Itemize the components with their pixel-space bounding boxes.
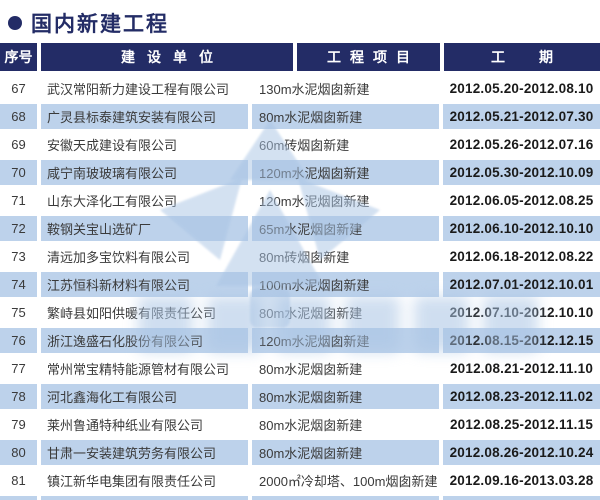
sliver-cell — [443, 496, 600, 500]
header-cell-company: 建设单位 — [41, 43, 293, 71]
cell-company: 清远加多宝饮料有限公司 — [41, 244, 248, 269]
cell-period: 2012.08.21-2012.11.10 — [443, 356, 600, 381]
cell-company: 武汉常阳新力建设工程有限公司 — [41, 76, 248, 101]
table-row: 72 鞍钢关宝山选矿厂 65m水泥烟囱新建 2012.06.10-2012.10.10 — [0, 216, 600, 241]
table-row: 69 安徽天成建设有限公司 60m砖烟囱新建 2012.05.26-2012.07.1… — [0, 132, 600, 157]
cell-no: 73 — [0, 244, 37, 269]
cell-project: 60m砖烟囱新建 — [252, 132, 439, 157]
cell-company: 鞍钢关宝山选矿厂 — [41, 216, 248, 241]
table-row: 80 甘肃一安装建筑劳务有限公司 80m水泥烟囱新建 2012.08.26-2012.… — [0, 440, 600, 465]
cell-no: 77 — [0, 356, 37, 381]
cell-period: 2012.05.21-2012.07.30 — [443, 104, 600, 129]
cell-no: 69 — [0, 132, 37, 157]
cell-project: 80m砖烟囱新建 — [252, 244, 439, 269]
cell-period: 2012.06.05-2012.08.25 — [443, 188, 600, 213]
cell-project: 120m水泥烟囱新建 — [252, 328, 439, 353]
cell-company: 浙江逸盛石化股份有限公司 — [41, 328, 248, 353]
cell-company: 莱州鲁通特种纸业有限公司 — [41, 412, 248, 437]
header-label-period: 工期 — [491, 49, 587, 65]
table-row: 81 镇江新华电集团有限责任公司 2000㎡冷却塔、100m烟囱新建 2012.09.… — [0, 468, 600, 493]
cell-period: 2012.06.18-2012.08.22 — [443, 244, 600, 269]
cell-project: 65m水泥烟囱新建 — [252, 216, 439, 241]
table-row: 79 莱州鲁通特种纸业有限公司 80m水泥烟囱新建 2012.08.25-2012.1… — [0, 412, 600, 437]
table-row: 68 广灵县标泰建筑安装有限公司 80m水泥烟囱新建 2012.05.21-2012.… — [0, 104, 600, 129]
cell-period: 2012.09.16-2013.03.28 — [443, 468, 600, 493]
table-row: 67 武汉常阳新力建设工程有限公司 130m水泥烟囱新建 2012.05.20-201… — [0, 76, 600, 101]
sliver-cell — [41, 496, 248, 500]
cell-no: 75 — [0, 300, 37, 325]
table-row: 75 繁峙县如阳供暖有限责任公司 80m水泥烟囱新建 2012.07.10-2012.… — [0, 300, 600, 325]
cell-project: 100m水泥烟囱新建 — [252, 272, 439, 297]
cell-project: 120m水泥烟囱新建 — [252, 188, 439, 213]
cell-period: 2012.07.10-2012.10.10 — [443, 300, 600, 325]
cell-period: 2012.05.26-2012.07.16 — [443, 132, 600, 157]
cell-company: 山东大泽化工有限公司 — [41, 188, 248, 213]
cell-no: 79 — [0, 412, 37, 437]
cell-company: 繁峙县如阳供暖有限责任公司 — [41, 300, 248, 325]
header-label-no: 序号 — [4, 49, 33, 65]
cell-project: 80m水泥烟囱新建 — [252, 384, 439, 409]
header-cell-no: 序号 — [0, 43, 37, 71]
cell-project: 80m水泥烟囱新建 — [252, 412, 439, 437]
cell-period: 2012.08.23-2012.11.02 — [443, 384, 600, 409]
cell-project: 130m水泥烟囱新建 — [252, 76, 439, 101]
cell-no: 72 — [0, 216, 37, 241]
cell-project: 120m水泥烟囱新建 — [252, 160, 439, 185]
table-row: 71 山东大泽化工有限公司 120m水泥烟囱新建 2012.06.05-2012.08… — [0, 188, 600, 213]
cell-period: 2012.06.10-2012.10.10 — [443, 216, 600, 241]
header-cell-project: 工程项目 — [297, 43, 440, 71]
cell-project: 2000㎡冷却塔、100m烟囱新建 — [252, 468, 439, 493]
cell-project: 80m水泥烟囱新建 — [252, 300, 439, 325]
cell-project: 80m水泥烟囱新建 — [252, 440, 439, 465]
cell-no: 67 — [0, 76, 37, 101]
next-row-sliver — [0, 496, 600, 500]
cell-company: 广灵县标泰建筑安装有限公司 — [41, 104, 248, 129]
cell-no: 68 — [0, 104, 37, 129]
cell-company: 镇江新华电集团有限责任公司 — [41, 468, 248, 493]
cell-no: 71 — [0, 188, 37, 213]
header-label-company: 建设单位 — [121, 49, 225, 65]
bullet-icon — [8, 16, 22, 30]
cell-period: 2012.07.01-2012.10.01 — [443, 272, 600, 297]
cell-no: 78 — [0, 384, 37, 409]
table-row: 77 常州常宝精特能源管材有限公司 80m水泥烟囱新建 2012.08.21-2012… — [0, 356, 600, 381]
cell-period: 2012.08.15-2012.12.15 — [443, 328, 600, 353]
cell-no: 76 — [0, 328, 37, 353]
header-cell-period: 工期 — [444, 43, 600, 71]
cell-no: 70 — [0, 160, 37, 185]
page-title: 国内新建工程 — [31, 13, 169, 36]
table-row: 78 河北鑫海化工有限公司 80m水泥烟囱新建 2012.08.23-2012.11.… — [0, 384, 600, 409]
cell-company: 河北鑫海化工有限公司 — [41, 384, 248, 409]
cell-no: 80 — [0, 440, 37, 465]
cell-project: 80m水泥烟囱新建 — [252, 104, 439, 129]
cell-period: 2012.08.26-2012.10.24 — [443, 440, 600, 465]
sliver-cell — [252, 496, 439, 500]
header-label-project: 工程项目 — [327, 49, 419, 65]
cell-period: 2012.05.20-2012.08.10 — [443, 76, 600, 101]
cell-period: 2012.05.30-2012.10.09 — [443, 160, 600, 185]
cell-project: 80m水泥烟囱新建 — [252, 356, 439, 381]
table-body: 67 武汉常阳新力建设工程有限公司 130m水泥烟囱新建 2012.05.20-201… — [0, 76, 600, 493]
cell-period: 2012.08.25-2012.11.15 — [443, 412, 600, 437]
cell-company: 江苏恒科新材料有限公司 — [41, 272, 248, 297]
cell-company: 安徽天成建设有限公司 — [41, 132, 248, 157]
cell-company: 常州常宝精特能源管材有限公司 — [41, 356, 248, 381]
table-row: 76 浙江逸盛石化股份有限公司 120m水泥烟囱新建 2012.08.15-2012.… — [0, 328, 600, 353]
table-row: 74 江苏恒科新材料有限公司 100m水泥烟囱新建 2012.07.01-2012.1… — [0, 272, 600, 297]
cell-company: 甘肃一安装建筑劳务有限公司 — [41, 440, 248, 465]
cell-company: 咸宁南玻玻璃有限公司 — [41, 160, 248, 185]
cell-no: 74 — [0, 272, 37, 297]
cell-no: 81 — [0, 468, 37, 493]
sliver-cell — [0, 496, 37, 500]
table-header: 序号 建设单位 工程项目 工期 — [0, 43, 600, 71]
table-row: 70 咸宁南玻玻璃有限公司 120m水泥烟囱新建 2012.05.30-2012.10… — [0, 160, 600, 185]
page-title-bar: 国内新建工程 — [0, 0, 600, 40]
table-row: 73 清远加多宝饮料有限公司 80m砖烟囱新建 2012.06.18-2012.08.… — [0, 244, 600, 269]
